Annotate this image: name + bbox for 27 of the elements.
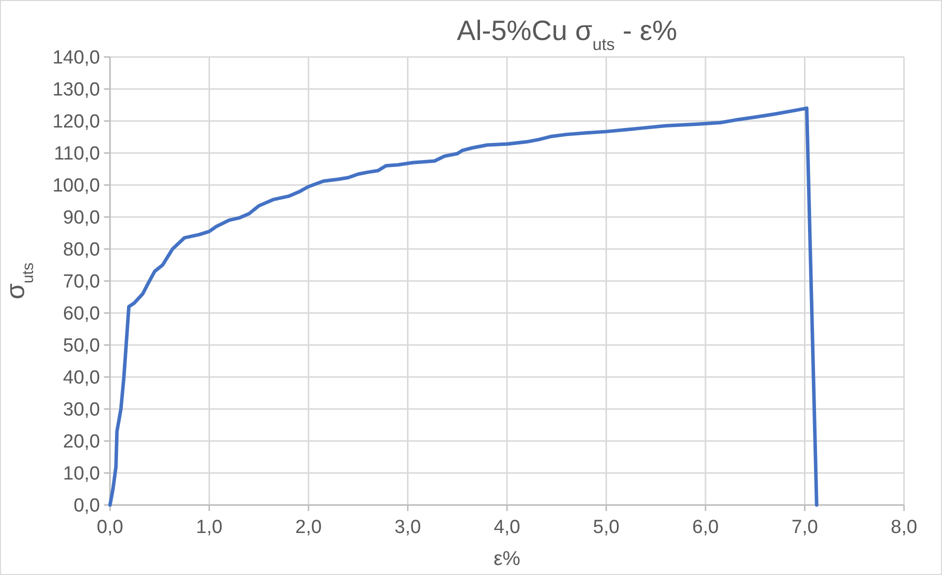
x-tick-label: 4,0 (494, 517, 520, 538)
y-tick-label: 70,0 (63, 272, 100, 293)
x-tick-label: 1,0 (196, 517, 222, 538)
x-tick-label: 7,0 (792, 517, 818, 538)
y-tick-label: 0,0 (74, 496, 100, 517)
y-tick-label: 60,0 (63, 304, 100, 325)
x-tick-label: 3,0 (394, 517, 421, 538)
x-tick-label: 0,0 (96, 517, 124, 538)
y-tick-label: 90,0 (63, 208, 100, 229)
y-tick-label: 140,0 (52, 48, 100, 69)
chart-title: Al-5%Cu σ$_{uts}$ - ε% (456, 15, 678, 54)
y-tick-label: 30,0 (63, 400, 100, 421)
y-tick-label: 50,0 (63, 336, 100, 357)
y-tick-label: 130,0 (52, 80, 100, 101)
y-tick-label: 80,0 (63, 240, 100, 261)
y-tick-label: 120,0 (52, 112, 100, 133)
line-series (108, 106, 818, 507)
y-tick-label: 20,0 (63, 432, 100, 453)
y-tick-label: 110,0 (54, 144, 100, 165)
x-tick-label: 8,0 (890, 517, 918, 538)
y-tick-label: 10,0 (63, 464, 100, 485)
x-axis-title: ε% (494, 548, 521, 570)
x-tick-label: 5,0 (593, 517, 620, 538)
y-tick-label: 100,0 (52, 176, 100, 197)
x-tick-label: 6,0 (692, 517, 719, 538)
y-tick-label: 40,0 (63, 368, 100, 389)
x-tick-label: 2,0 (295, 517, 322, 538)
